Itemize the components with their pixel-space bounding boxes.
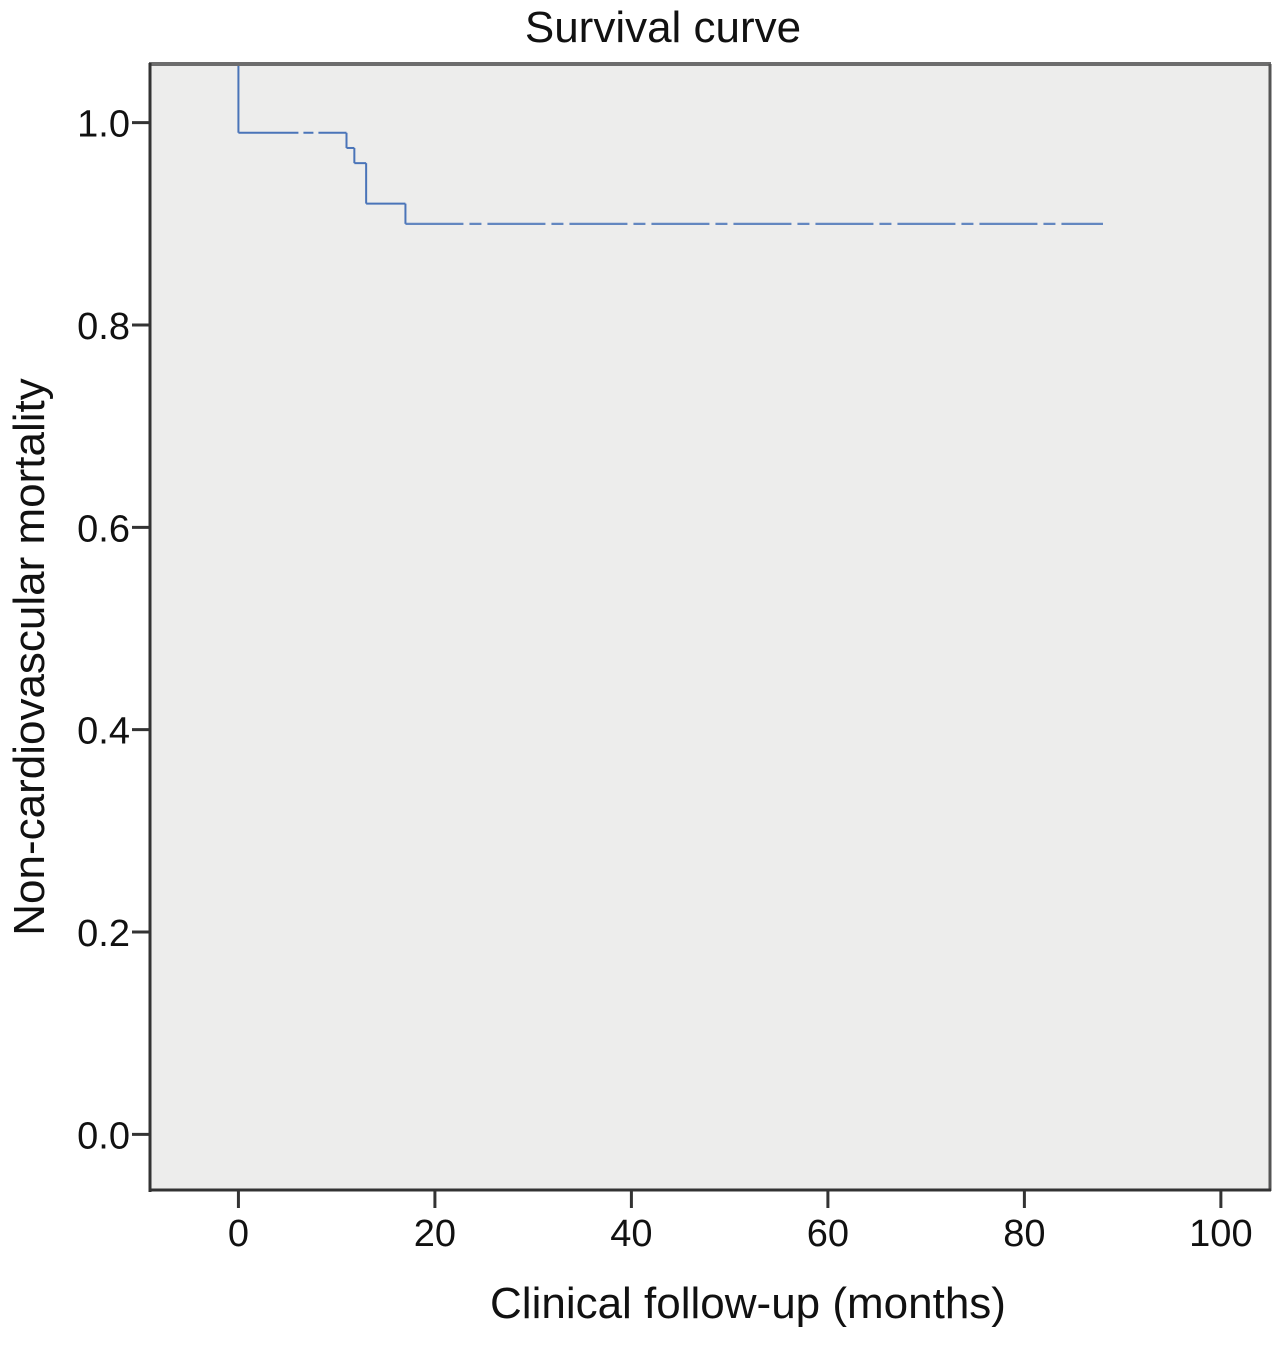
x-tick-label: 60 <box>807 1213 849 1255</box>
x-axis-label: Clinical follow-up (months) <box>490 1279 1006 1328</box>
y-tick-label: 0.0 <box>77 1115 130 1157</box>
x-tick-label: 80 <box>1003 1213 1045 1255</box>
y-axis-label: Non-cardiovascular mortality <box>5 378 54 936</box>
chart-title: Survival curve <box>525 3 801 52</box>
x-tick-label: 20 <box>414 1213 456 1255</box>
x-tick-label: 100 <box>1189 1213 1252 1255</box>
y-tick-label: 0.6 <box>77 508 130 550</box>
chart-marks <box>237 64 1103 225</box>
x-tick-label: 0 <box>228 1213 249 1255</box>
x-tick-label: 40 <box>610 1213 652 1255</box>
y-tick-label: 0.2 <box>77 913 130 955</box>
y-tick-label: 0.4 <box>77 711 130 753</box>
y-axis-ticks: 0.0 0.2 0.4 0.6 0.8 1.0 <box>77 104 150 1157</box>
y-tick-label: 0.8 <box>77 306 130 348</box>
y-tick-label: 1.0 <box>77 104 130 146</box>
plot-area <box>150 64 1270 1190</box>
x-axis-ticks: 0 20 40 60 80 100 <box>228 1190 1253 1255</box>
